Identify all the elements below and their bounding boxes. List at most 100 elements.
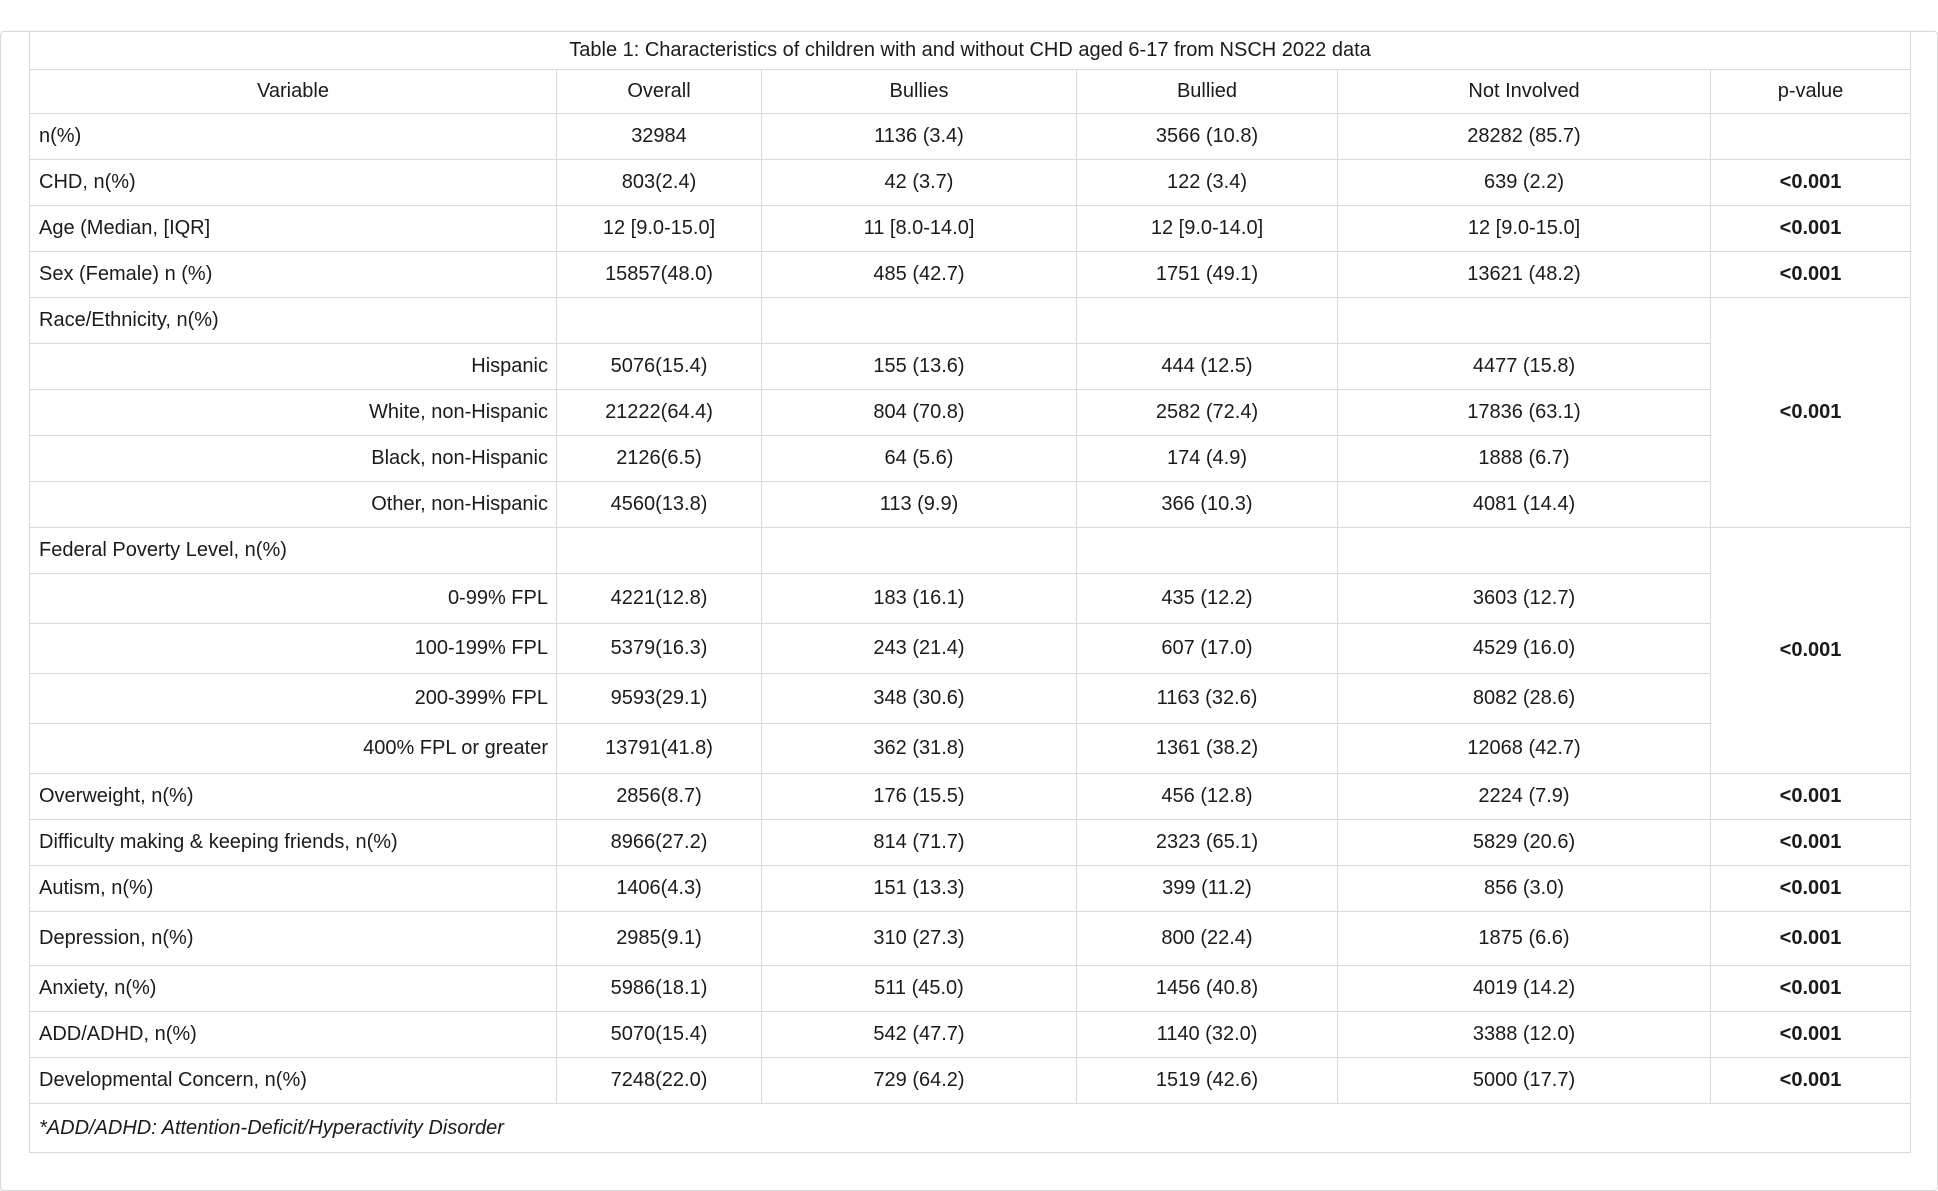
table-footnote: *ADD/ADHD: Attention-Deficit/Hyperactivi… <box>28 1103 1912 1153</box>
cell-bullies: 362 (31.8) <box>761 723 1077 774</box>
cell-bullies: 814 (71.7) <box>761 819 1077 866</box>
cell-bullied: 2323 (65.1) <box>1076 819 1338 866</box>
cell-overall: 9593(29.1) <box>556 673 762 724</box>
cell-bullied: 12 [9.0-14.0] <box>1076 205 1338 252</box>
cell-bullies: 804 (70.8) <box>761 389 1077 436</box>
cell-bullies: 155 (13.6) <box>761 343 1077 390</box>
row-label-sub: 0-99% FPL <box>29 573 557 624</box>
cell-overall <box>556 527 762 574</box>
row-label-sub: Hispanic <box>29 343 557 390</box>
cell-bullied: 456 (12.8) <box>1076 773 1338 820</box>
cell-bullies: 310 (27.3) <box>761 911 1077 966</box>
cell-not-involved: 12068 (42.7) <box>1337 723 1711 774</box>
cell-bullied: 1163 (32.6) <box>1076 673 1338 724</box>
cell-not-involved: 856 (3.0) <box>1337 865 1711 912</box>
table-title: Table 1: Characteristics of children wit… <box>28 31 1912 70</box>
row-label: CHD, n(%) <box>29 159 557 206</box>
cell-not-involved <box>1337 527 1711 574</box>
cell-overall: 2856(8.7) <box>556 773 762 820</box>
cell-bullied: 174 (4.9) <box>1076 435 1338 482</box>
cell-overall: 5986(18.1) <box>556 965 762 1012</box>
cell-not-involved: 3388 (12.0) <box>1337 1011 1711 1058</box>
table-row-group-race: Race/Ethnicity, n(%) <0.001 <box>29 297 1912 528</box>
column-header-bullied: Bullied <box>1076 69 1338 114</box>
cell-bullied: 444 (12.5) <box>1076 343 1338 390</box>
table-row: Age (Median, [IQR] 12 [9.0-15.0] 11 [8.0… <box>29 205 1912 252</box>
characteristics-table: Table 1: Characteristics of children wit… <box>28 31 1912 1153</box>
row-label: n(%) <box>29 113 557 160</box>
cell-bullied: 1456 (40.8) <box>1076 965 1338 1012</box>
table-row: 100-199% FPL 5379(16.3) 243 (21.4) 607 (… <box>29 623 1911 674</box>
cell-overall: 32984 <box>556 113 762 160</box>
cell-not-involved: 4477 (15.8) <box>1337 343 1711 390</box>
cell-p-value: <0.001 <box>1709 965 1912 1012</box>
table-row: Anxiety, n(%) 5986(18.1) 511 (45.0) 1456… <box>29 965 1912 1012</box>
column-header-not-involved: Not Involved <box>1337 69 1711 114</box>
table-row: Developmental Concern, n(%) 7248(22.0) 7… <box>29 1057 1912 1104</box>
cell-bullies: 11 [8.0-14.0] <box>761 205 1077 252</box>
row-label: ADD/ADHD, n(%) <box>29 1011 557 1058</box>
cell-not-involved: 5829 (20.6) <box>1337 819 1711 866</box>
table-row: Hispanic 5076(15.4) 155 (13.6) 444 (12.5… <box>29 343 1911 390</box>
cell-p-value: <0.001 <box>1709 251 1912 298</box>
row-label: Difficulty making & keeping friends, n(%… <box>29 819 557 866</box>
cell-bullies: 176 (15.5) <box>761 773 1077 820</box>
cell-not-involved: 5000 (17.7) <box>1337 1057 1711 1104</box>
cell-p-value-fpl-group: <0.001 <box>1709 527 1912 774</box>
cell-bullied: 1519 (42.6) <box>1076 1057 1338 1104</box>
column-header-bullies: Bullies <box>761 69 1077 114</box>
cell-bullied <box>1076 297 1338 344</box>
cell-bullies: 151 (13.3) <box>761 865 1077 912</box>
cell-p-value: <0.001 <box>1709 865 1912 912</box>
cell-p-value <box>1709 113 1912 160</box>
table-title-row: Table 1: Characteristics of children wit… <box>28 31 1912 70</box>
cell-not-involved: 4019 (14.2) <box>1337 965 1711 1012</box>
cell-not-involved: 17836 (63.1) <box>1337 389 1711 436</box>
cell-bullies: 42 (3.7) <box>761 159 1077 206</box>
cell-bullies: 113 (9.9) <box>761 481 1077 528</box>
row-label-sub: Black, non-Hispanic <box>29 435 557 482</box>
cell-bullied: 1361 (38.2) <box>1076 723 1338 774</box>
cell-overall: 8966(27.2) <box>556 819 762 866</box>
column-header-overall: Overall <box>556 69 762 114</box>
table-row: n(%) 32984 1136 (3.4) 3566 (10.8) 28282 … <box>29 113 1912 160</box>
column-header-variable: Variable <box>29 69 557 114</box>
cell-not-involved: 4081 (14.4) <box>1337 481 1711 528</box>
cell-bullied: 366 (10.3) <box>1076 481 1338 528</box>
cell-overall: 5070(15.4) <box>556 1011 762 1058</box>
row-label: Autism, n(%) <box>29 865 557 912</box>
table-header-row: Variable Overall Bullies Bullied Not Inv… <box>29 69 1912 114</box>
table-row: ADD/ADHD, n(%) 5070(15.4) 542 (47.7) 114… <box>29 1011 1912 1058</box>
table-footnote-row: *ADD/ADHD: Attention-Deficit/Hyperactivi… <box>28 1103 1912 1153</box>
cell-p-value: <0.001 <box>1709 773 1912 820</box>
cell-bullies: 485 (42.7) <box>761 251 1077 298</box>
cell-overall: 803(2.4) <box>556 159 762 206</box>
cell-not-involved: 1875 (6.6) <box>1337 911 1711 966</box>
row-label: Race/Ethnicity, n(%) <box>29 297 557 344</box>
cell-bullies <box>761 297 1077 344</box>
table-row: 0-99% FPL 4221(12.8) 183 (16.1) 435 (12.… <box>29 573 1911 624</box>
cell-p-value: <0.001 <box>1709 159 1912 206</box>
cell-bullies: 1136 (3.4) <box>761 113 1077 160</box>
table-row: Difficulty making & keeping friends, n(%… <box>29 819 1912 866</box>
cell-not-involved: 1888 (6.7) <box>1337 435 1711 482</box>
cell-overall: 2985(9.1) <box>556 911 762 966</box>
cell-p-value: <0.001 <box>1709 205 1912 252</box>
cell-not-involved: 4529 (16.0) <box>1337 623 1711 674</box>
row-label-sub: White, non-Hispanic <box>29 389 557 436</box>
row-label: Federal Poverty Level, n(%) <box>29 527 557 574</box>
cell-bullied: 607 (17.0) <box>1076 623 1338 674</box>
table-row: Overweight, n(%) 2856(8.7) 176 (15.5) 45… <box>29 773 1912 820</box>
cell-overall: 21222(64.4) <box>556 389 762 436</box>
table-row: Sex (Female) n (%) 15857(48.0) 485 (42.7… <box>29 251 1912 298</box>
cell-overall: 5379(16.3) <box>556 623 762 674</box>
cell-bullies: 243 (21.4) <box>761 623 1077 674</box>
cell-bullied: 2582 (72.4) <box>1076 389 1338 436</box>
cell-not-involved: 13621 (48.2) <box>1337 251 1711 298</box>
row-label: Sex (Female) n (%) <box>29 251 557 298</box>
cell-overall: 13791(41.8) <box>556 723 762 774</box>
cell-p-value: <0.001 <box>1709 911 1912 966</box>
table-row: White, non-Hispanic 21222(64.4) 804 (70.… <box>29 389 1911 436</box>
table-row: Autism, n(%) 1406(4.3) 151 (13.3) 399 (1… <box>29 865 1912 912</box>
cell-bullied: 435 (12.2) <box>1076 573 1338 624</box>
